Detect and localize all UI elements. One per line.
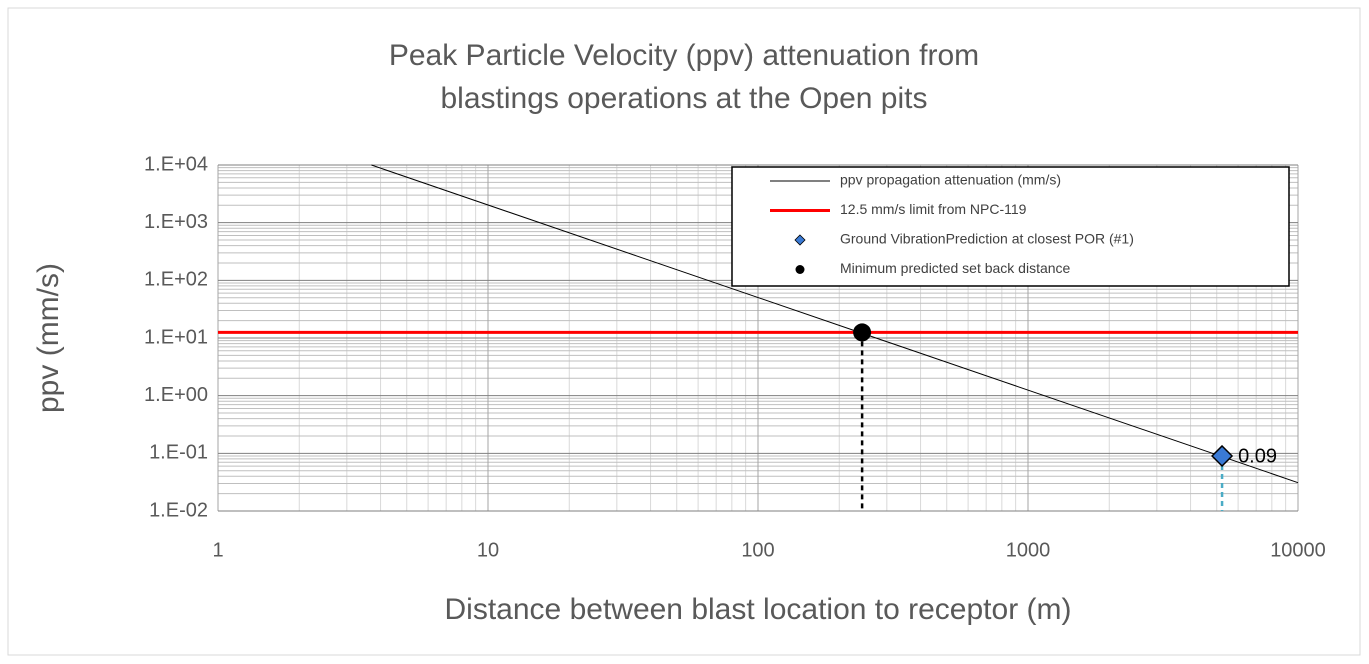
- x-tick-label: 1000: [1006, 539, 1051, 561]
- legend-label: 12.5 mm/s limit from NPC-119: [840, 201, 1027, 217]
- y-tick-label: 1.E+01: [144, 326, 208, 348]
- x-tick-label: 10: [477, 539, 499, 561]
- y-tick-label: 1.E+04: [144, 153, 208, 175]
- legend-box: [731, 166, 1290, 287]
- marker: [1210, 444, 1234, 468]
- y-tick-label: 1.E+02: [144, 269, 208, 291]
- x-tick-label: 10000: [1270, 539, 1326, 561]
- line: [371, 164, 1299, 484]
- marker: [853, 323, 872, 342]
- x-tick-label: 1: [212, 539, 223, 561]
- chart-title: Peak Particle Velocity (ppv) attenuation…: [389, 39, 979, 72]
- legend-label: ppv propagation attenuation (mm/s): [840, 172, 1061, 188]
- y-tick-label: 1.E-02: [149, 499, 208, 521]
- legend-label: Minimum predicted set back distance: [840, 260, 1071, 276]
- y-tick-label: 1.E+03: [144, 211, 208, 233]
- legend-label: Ground VibrationPrediction at closest PO…: [840, 231, 1134, 247]
- y-tick-label: 1.E-01: [149, 442, 208, 464]
- legend-swatch: [794, 234, 806, 246]
- y-axis-title: ppv (mm/s): [32, 263, 65, 413]
- chart-title: blastings operations at the Open pits: [441, 82, 928, 115]
- y-tick-label: 1.E+00: [144, 384, 208, 406]
- x-axis-title: Distance between blast location to recep…: [445, 593, 1072, 626]
- data-label: 0.09: [1238, 445, 1277, 467]
- legend-swatch: [795, 265, 805, 274]
- x-tick-label: 100: [741, 539, 774, 561]
